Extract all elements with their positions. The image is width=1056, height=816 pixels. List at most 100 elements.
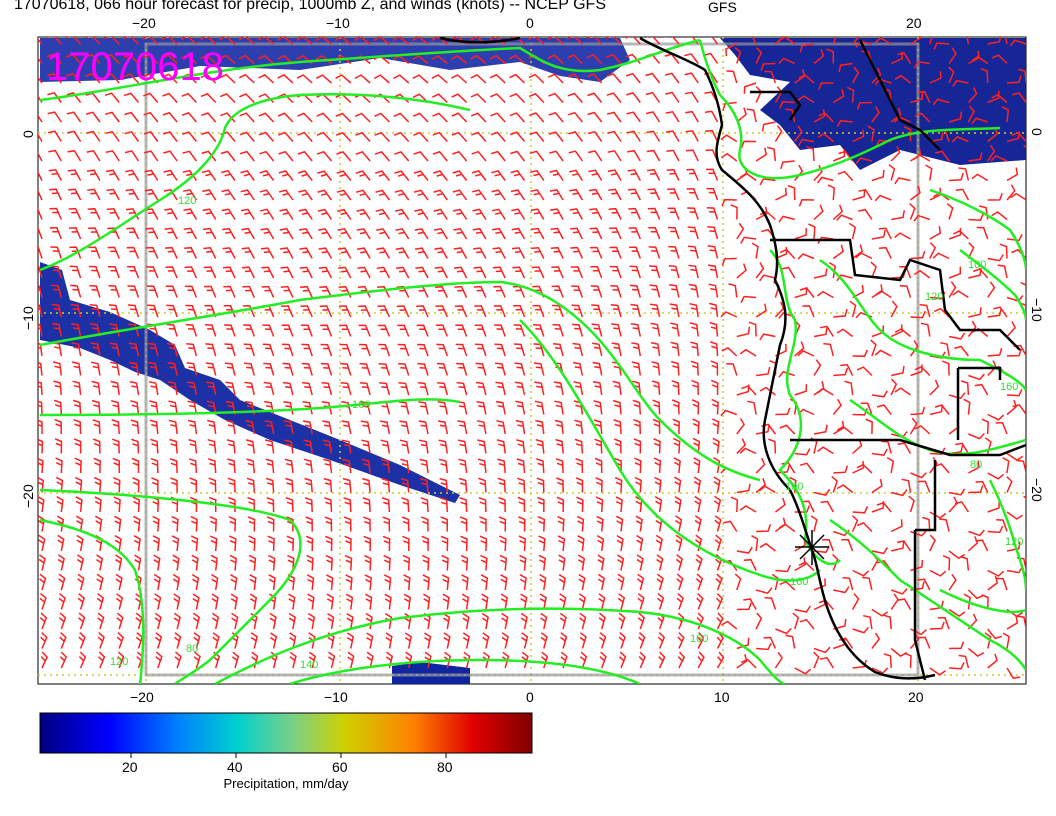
- wind-barb: [929, 534, 936, 552]
- wind-barb: [568, 131, 583, 142]
- wind-barb: [458, 477, 468, 493]
- wind-barb: [363, 535, 372, 552]
- wind-barb: [654, 476, 662, 493]
- wind-barb: [115, 554, 123, 571]
- wind-barb: [482, 632, 490, 649]
- wind-barb: [288, 612, 296, 630]
- wind-barb: [913, 154, 931, 162]
- wind-barb: [932, 252, 950, 260]
- wind-barb: [341, 439, 352, 454]
- wind-barb: [570, 266, 584, 279]
- wind-barb: [929, 621, 945, 630]
- wind-barb: [378, 343, 391, 357]
- wind-barb: [87, 188, 101, 201]
- wind-barb: [636, 554, 644, 571]
- wind-barb: [813, 578, 826, 591]
- wind-barb: [705, 168, 719, 181]
- wind-barb: [173, 593, 181, 610]
- axis-ticks: −20 −10 0 GFS 20 −20 −10 0 10 20 0 −10 −…: [20, 0, 1045, 705]
- wind-barb: [897, 442, 912, 454]
- wind-barb: [472, 227, 487, 240]
- wind-barb: [1006, 566, 1024, 574]
- wind-barb: [521, 632, 529, 649]
- colorbar-tick: 60: [332, 759, 348, 775]
- wind-barb: [673, 457, 681, 474]
- wind-barb: [424, 651, 432, 669]
- wind-barb: [891, 541, 905, 552]
- wind-barb: [452, 189, 468, 201]
- wind-barb: [649, 284, 661, 298]
- wind-barb: [1001, 106, 1010, 123]
- wind-barb: [755, 457, 766, 474]
- wind-barb: [494, 343, 506, 357]
- wind-barb: [460, 535, 468, 552]
- height-contours: [39, 38, 1026, 684]
- subregion-frame: [144, 42, 920, 677]
- wind-barb: [775, 464, 791, 474]
- wind-barb: [531, 247, 545, 259]
- wind-barb: [279, 208, 294, 220]
- wind-barb: [618, 651, 627, 669]
- wind-barb: [91, 380, 101, 396]
- wind-barb: [259, 170, 275, 181]
- wind-barb: [991, 211, 1008, 221]
- wind-barb: [147, 304, 159, 318]
- wind-barb: [736, 654, 748, 669]
- wind-barb: [929, 226, 942, 240]
- wind-barb: [612, 380, 622, 396]
- wind-barb: [107, 265, 120, 279]
- wind-barb: [97, 612, 105, 630]
- wind-barb: [666, 149, 680, 162]
- wind-barb: [910, 406, 926, 416]
- wind-barb: [301, 362, 313, 376]
- wind-barb: [908, 495, 915, 513]
- wind-barb: [413, 151, 429, 162]
- wind-barb: [40, 632, 48, 649]
- wind-barb: [952, 230, 969, 240]
- wind-barb: [929, 569, 947, 577]
- wind-barb: [431, 37, 448, 45]
- wind-barb: [532, 304, 545, 318]
- wind-barb: [166, 304, 178, 318]
- wind-barb: [200, 54, 217, 65]
- wind-barb: [124, 130, 140, 142]
- wind-barb: [894, 74, 911, 84]
- wind-barb: [537, 516, 546, 532]
- wind-barb: [501, 632, 509, 649]
- wind-barb: [716, 612, 724, 630]
- contour-label: 120: [110, 656, 128, 668]
- wind-barb: [496, 419, 506, 435]
- wind-barb: [414, 208, 429, 220]
- wind-barb: [75, 515, 84, 532]
- wind-barb: [593, 400, 603, 415]
- wind-barb: [891, 365, 905, 377]
- wind-barb: [993, 306, 1008, 318]
- wind-barb: [914, 366, 931, 377]
- wind-barb: [528, 92, 545, 104]
- wind-barb: [720, 152, 738, 162]
- wind-barb: [322, 420, 333, 435]
- wind-barb: [626, 130, 641, 142]
- wind-barb: [588, 169, 603, 181]
- contour-label: 120: [178, 195, 196, 207]
- wind-barb: [441, 554, 449, 571]
- wind-barb: [242, 266, 255, 279]
- wind-barb: [438, 439, 449, 454]
- wind-barb: [1025, 530, 1026, 532]
- wind-barb: [302, 401, 313, 415]
- wind-barb: [260, 227, 275, 240]
- wind-barb: [392, 37, 410, 45]
- wind-barb: [656, 554, 664, 571]
- wind-barb: [759, 333, 776, 341]
- wind-barb: [46, 53, 62, 64]
- wind-barb: [499, 535, 507, 552]
- wind-barb: [264, 420, 275, 435]
- wind-barb: [948, 47, 957, 64]
- wind-barb: [161, 54, 178, 65]
- wind-barb: [59, 651, 68, 669]
- wind-barb: [838, 62, 853, 73]
- wind-barb: [435, 324, 448, 337]
- wind-barb: [379, 382, 391, 396]
- wind-barb: [588, 150, 603, 162]
- wind-barb: [56, 515, 65, 532]
